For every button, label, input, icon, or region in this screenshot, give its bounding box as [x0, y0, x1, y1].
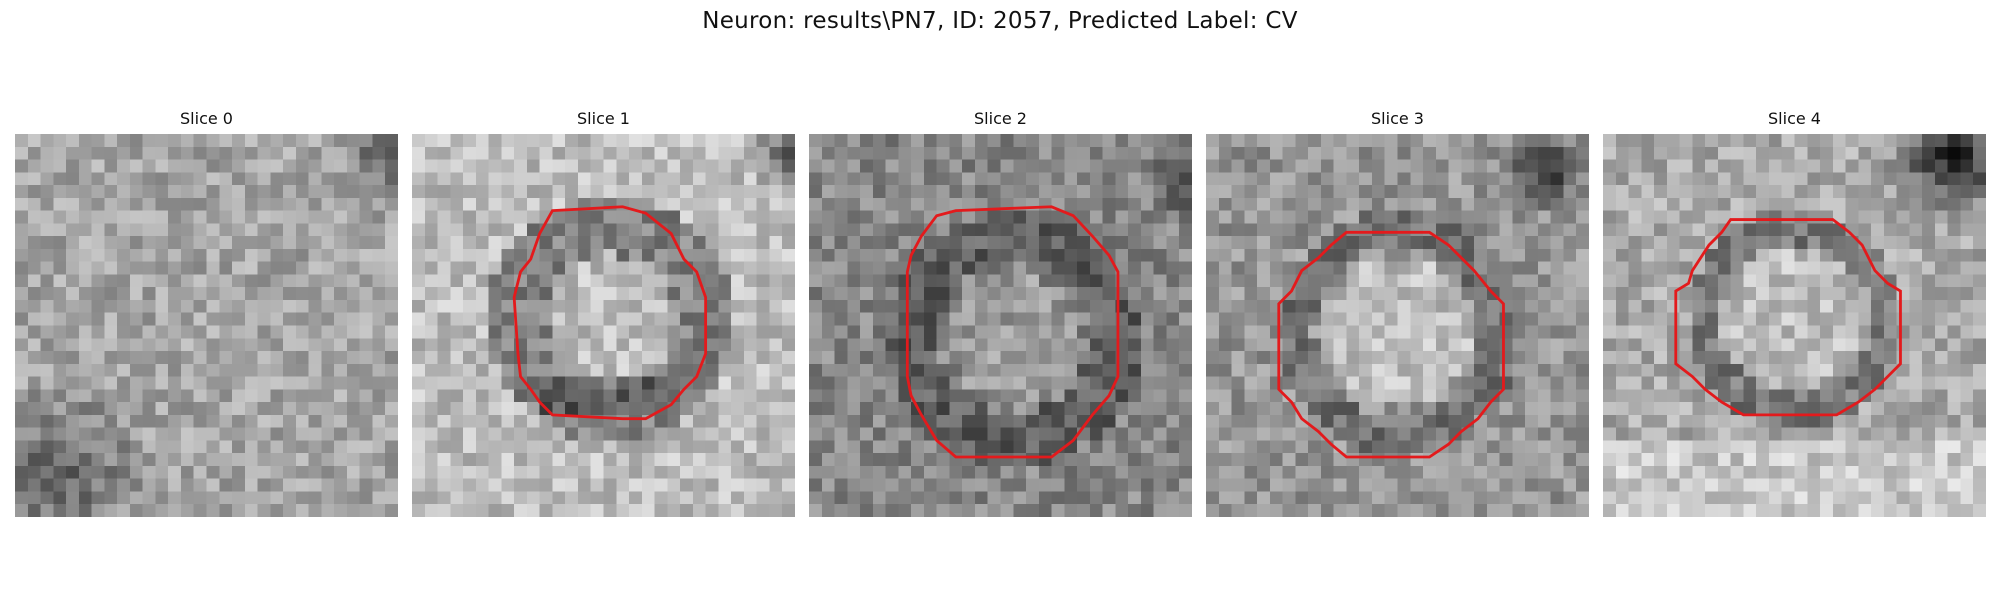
slice-title: Slice 2	[974, 109, 1027, 128]
slice-panel-1: Slice 1	[412, 108, 795, 517]
slice-panel-2: Slice 2	[809, 108, 1192, 517]
figure-title: Neuron: results\PN7, ID: 2057, Predicted…	[702, 8, 1298, 34]
slice-image	[1603, 134, 1986, 517]
slice-panel-3: Slice 3	[1206, 108, 1589, 517]
slice-panel-4: Slice 4	[1603, 108, 1986, 517]
slice-image	[1206, 134, 1589, 517]
slice-title: Slice 3	[1371, 109, 1424, 128]
roi-contour	[905, 205, 1120, 459]
slice-image	[412, 134, 795, 517]
slice-image	[809, 134, 1192, 517]
slice-title: Slice 1	[577, 109, 630, 128]
roi-contour	[1277, 230, 1505, 459]
slice-title: Slice 0	[180, 109, 233, 128]
slice-panel-0: Slice 0	[15, 108, 398, 517]
slice-image	[15, 134, 398, 517]
roi-contour	[512, 205, 708, 421]
slice-title: Slice 4	[1768, 109, 1821, 128]
roi-contour	[1674, 218, 1902, 417]
